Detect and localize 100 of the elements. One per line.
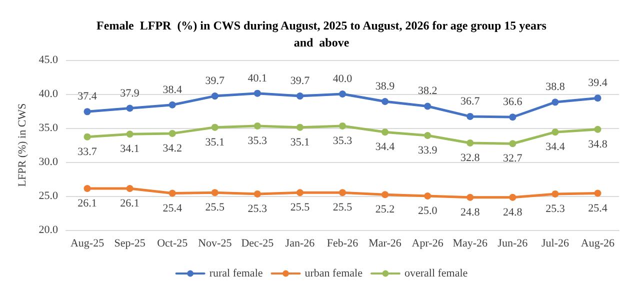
point <box>296 124 304 131</box>
y-axis-title: LFPR (%) in CWS <box>16 103 28 187</box>
point <box>594 94 602 102</box>
point <box>552 98 559 106</box>
x-tick-label: May-26 <box>452 238 488 250</box>
x-tick-label: Feb-26 <box>326 238 359 250</box>
point <box>126 185 134 192</box>
point <box>254 190 261 198</box>
point <box>168 101 176 108</box>
data-label: 34.4 <box>375 141 396 154</box>
point <box>552 190 559 198</box>
x-tick-label: Oct-25 <box>157 238 188 250</box>
data-label: 25.5 <box>205 202 226 214</box>
point <box>466 139 474 146</box>
data-label: 32.7 <box>503 152 523 165</box>
point <box>254 122 261 130</box>
point <box>382 98 389 105</box>
point <box>509 194 516 201</box>
data-label: 24.8 <box>503 206 523 218</box>
point <box>424 192 432 200</box>
data-label: 38.4 <box>162 84 182 96</box>
data-label: 34.1 <box>120 143 140 156</box>
point <box>84 108 91 116</box>
data-label: 40.1 <box>248 72 268 84</box>
data-label: 38.2 <box>418 85 438 98</box>
legend-label: urban female <box>304 268 363 280</box>
point <box>339 189 346 196</box>
point <box>424 102 432 110</box>
data-label: 34.8 <box>588 138 608 150</box>
chart-title: Female LFPR (%) in CWS during August, 2025 to August, 2026 for age group 15 years and above <box>96 18 547 50</box>
x-tick-label: Mar-26 <box>368 238 402 250</box>
point <box>211 189 218 196</box>
x-tick-label: Jul-26 <box>541 238 570 250</box>
data-label: 25.5 <box>290 202 310 214</box>
x-tick-label: Sep-25 <box>114 238 146 250</box>
data-label: 38.9 <box>375 80 396 92</box>
x-tick-label: Aug-25 <box>70 238 105 250</box>
x-tick-label: Jun-26 <box>498 238 528 250</box>
data-label: 36.6 <box>503 96 523 108</box>
point <box>254 90 261 97</box>
point <box>382 191 389 198</box>
data-label: 37.4 <box>78 90 98 103</box>
data-label: 25.4 <box>162 202 182 214</box>
point <box>168 130 176 137</box>
data-label: 39.7 <box>290 75 310 88</box>
point <box>594 190 602 197</box>
x-tick-label: Dec-25 <box>241 238 274 250</box>
x-tick-label: Jan-26 <box>285 238 316 250</box>
x-tick-label: Apr-26 <box>412 238 444 250</box>
data-label: 25.4 <box>588 202 608 214</box>
data-label: 26.1 <box>120 198 140 210</box>
data-label: 24.8 <box>460 206 480 218</box>
data-label: 35.3 <box>332 134 353 147</box>
data-label: 33.7 <box>78 146 98 158</box>
point <box>509 140 516 148</box>
point <box>84 133 91 140</box>
legend-label: overall female <box>404 268 468 280</box>
data-label: 35.1 <box>205 136 225 148</box>
point <box>509 114 516 121</box>
y-tick-label: 25.0 <box>38 190 58 202</box>
point <box>296 189 304 196</box>
point <box>424 132 432 139</box>
point <box>296 92 304 100</box>
y-tick-label: 40.0 <box>38 88 58 100</box>
data-label: 33.9 <box>418 144 438 156</box>
point <box>168 190 176 197</box>
point <box>594 126 602 133</box>
data-label: 39.7 <box>205 75 226 88</box>
data-label: 35.3 <box>248 134 268 147</box>
data-label: 34.2 <box>162 142 182 154</box>
data-label: 26.1 <box>78 198 97 210</box>
point <box>211 124 218 131</box>
data-label: 32.8 <box>460 152 480 164</box>
data-label: 25.3 <box>248 202 268 215</box>
data-label: 25.0 <box>418 205 438 217</box>
point <box>382 128 389 136</box>
legend-label: rural female <box>209 268 263 280</box>
point <box>84 185 91 192</box>
data-label: 40.0 <box>332 73 353 85</box>
data-label: 34.4 <box>546 141 566 154</box>
x-tick-label: Aug-26 <box>580 238 616 250</box>
data-label: 25.5 <box>332 202 353 214</box>
point <box>339 90 346 98</box>
y-tick-label: 45.0 <box>38 54 58 66</box>
y-tick-label: 30.0 <box>38 156 58 168</box>
point <box>339 122 346 130</box>
x-tick-label: Nov-25 <box>198 238 232 250</box>
point <box>466 112 474 120</box>
point <box>211 92 218 100</box>
y-tick-label: 20.0 <box>38 224 58 236</box>
point <box>126 104 134 112</box>
data-label: 35.1 <box>290 136 310 148</box>
data-label: 25.2 <box>375 204 395 216</box>
data-label: 36.7 <box>460 95 480 108</box>
data-label: 37.9 <box>120 87 140 100</box>
point <box>126 130 134 138</box>
data-label: 38.8 <box>546 81 566 94</box>
point <box>466 194 474 201</box>
y-tick-label: 35.0 <box>38 122 58 134</box>
data-label: 25.3 <box>546 202 566 215</box>
